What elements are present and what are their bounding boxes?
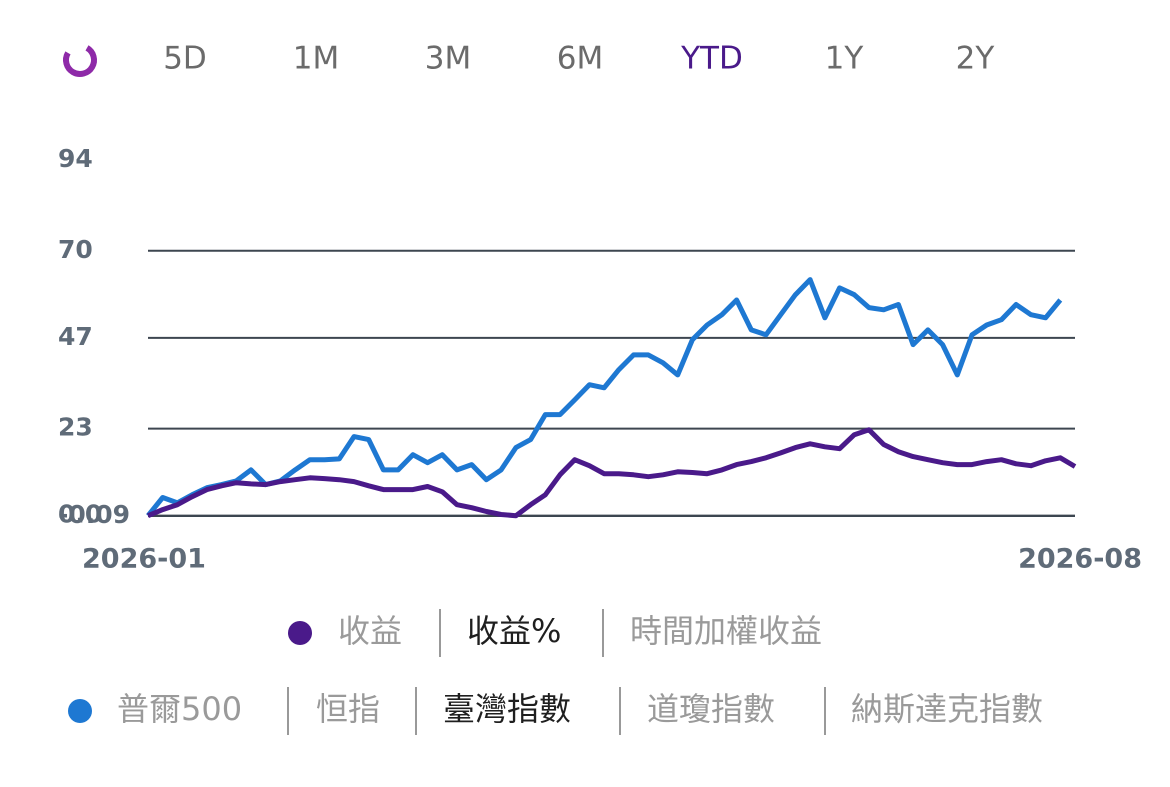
range-tab[interactable]: 5D — [163, 41, 207, 77]
option-toggle[interactable]: 臺灣指數 — [443, 690, 571, 728]
range-tab[interactable]: 1Y — [825, 41, 864, 77]
range-tab[interactable]: 6M — [557, 41, 603, 77]
y-tick-label: 70 — [58, 235, 93, 264]
series-line — [147, 427, 1077, 519]
y-tick-label: 23 — [58, 413, 93, 442]
x-tick-label: 2026-01 — [82, 544, 206, 575]
option-toggle[interactable]: 時間加權收益 — [630, 612, 822, 650]
y-tick-label: 47 — [58, 322, 93, 351]
option-toggle[interactable]: 道瓊指數 — [647, 690, 775, 728]
legend-dot — [68, 699, 92, 723]
option-toggle[interactable]: 納斯達克指數 — [851, 690, 1043, 728]
y-tick-label: 94 — [58, 144, 93, 173]
option-toggle[interactable]: 收益 — [338, 612, 402, 650]
x-tick-label: 2026-08 — [1018, 544, 1142, 575]
y-tick-label: -0.09 — [58, 500, 130, 529]
series-line — [146, 277, 1063, 518]
option-toggle[interactable]: 普爾500 — [117, 690, 242, 728]
option-toggle[interactable]: 收益% — [467, 612, 561, 650]
y-tick-label: 0.0 — [58, 500, 102, 529]
legend-dot — [288, 621, 312, 645]
range-tab[interactable]: 3M — [425, 41, 471, 77]
range-tab[interactable]: 1M — [293, 41, 339, 77]
loading-icon — [63, 43, 97, 77]
range-tab[interactable]: 2Y — [956, 41, 995, 77]
range-tab[interactable]: YTD — [680, 41, 743, 77]
option-toggle[interactable]: 恒指 — [316, 690, 380, 728]
